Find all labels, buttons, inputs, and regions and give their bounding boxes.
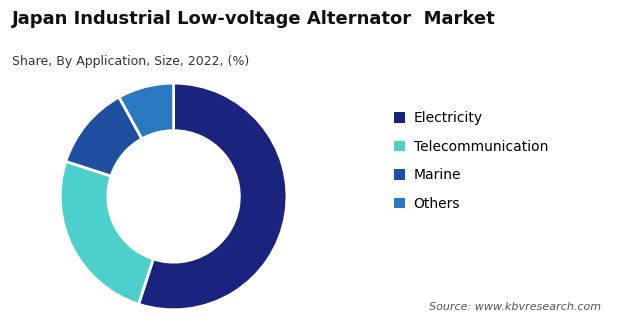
Wedge shape — [139, 83, 287, 310]
Wedge shape — [119, 83, 174, 139]
Legend: Electricity, Telecommunication, Marine, Others: Electricity, Telecommunication, Marine, … — [394, 111, 548, 211]
Text: Share, By Application, Size, 2022, (%): Share, By Application, Size, 2022, (%) — [12, 55, 250, 68]
Text: Japan Industrial Low-voltage Alternator  Market: Japan Industrial Low-voltage Alternator … — [12, 10, 496, 28]
Wedge shape — [60, 161, 153, 304]
Wedge shape — [66, 97, 142, 176]
Text: Source: www.kbvresearch.com: Source: www.kbvresearch.com — [429, 302, 601, 312]
